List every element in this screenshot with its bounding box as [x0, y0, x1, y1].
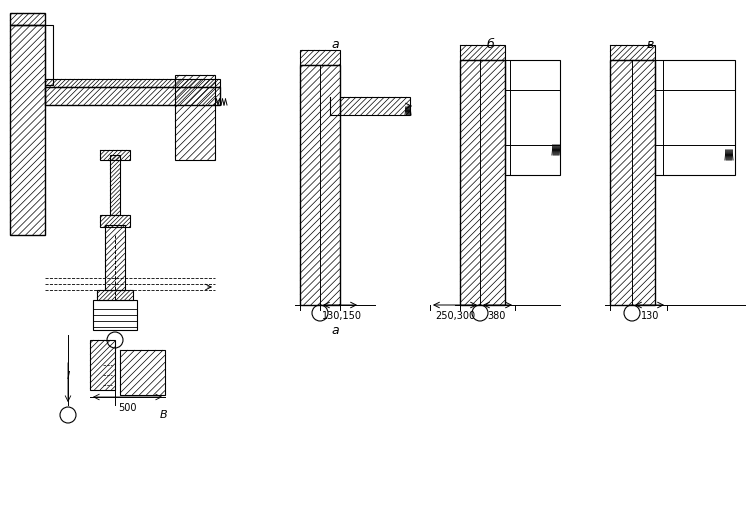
Bar — [340, 98, 410, 116]
Text: а: а — [331, 37, 339, 50]
Text: В: В — [160, 409, 168, 419]
Text: 130: 130 — [641, 311, 659, 320]
Bar — [97, 290, 133, 300]
Bar — [175, 76, 215, 161]
Bar — [45, 88, 220, 106]
Text: l: l — [67, 370, 70, 380]
Text: а: а — [331, 324, 339, 337]
Text: 380: 380 — [488, 311, 507, 320]
Text: в: в — [646, 37, 654, 50]
Bar — [10, 26, 45, 235]
Bar — [460, 61, 505, 306]
Bar — [610, 61, 655, 306]
Text: 500: 500 — [118, 402, 136, 412]
Bar — [655, 61, 735, 176]
Bar — [10, 14, 45, 26]
Bar — [460, 46, 505, 61]
Bar — [120, 350, 165, 395]
Bar — [90, 340, 115, 390]
Bar — [93, 300, 137, 330]
Bar — [45, 26, 53, 86]
Bar — [100, 150, 130, 161]
Text: 130,150: 130,150 — [322, 311, 362, 320]
Bar — [300, 51, 340, 66]
Bar — [300, 66, 340, 306]
Bar — [45, 80, 220, 88]
Bar — [105, 226, 125, 290]
Text: 250,300: 250,300 — [435, 311, 475, 320]
Bar — [100, 216, 130, 228]
Bar — [110, 156, 120, 216]
Bar — [610, 46, 655, 61]
Bar — [505, 61, 560, 176]
Text: б: б — [486, 37, 494, 50]
